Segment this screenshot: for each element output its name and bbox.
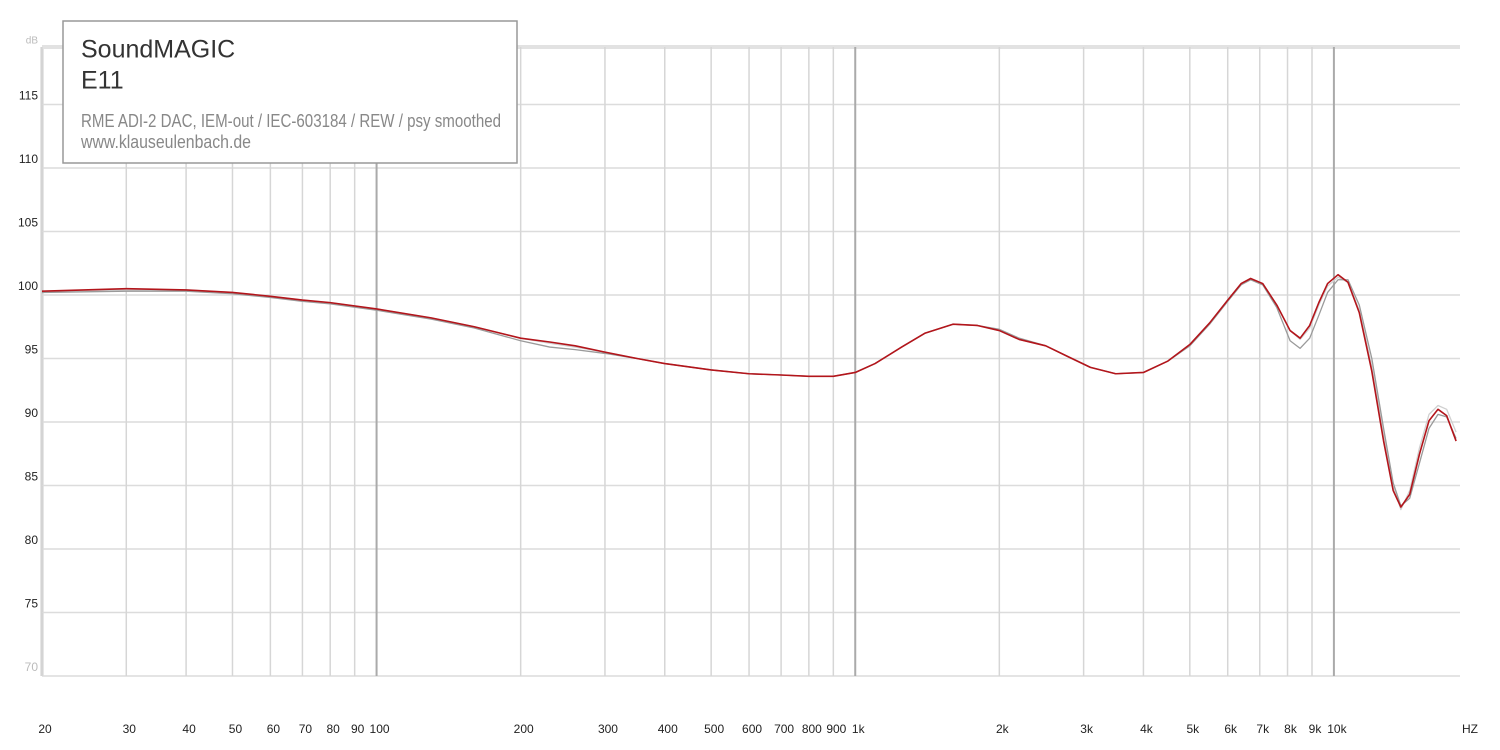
x-tick-label: 1k xyxy=(852,722,866,736)
x-tick-label: 500 xyxy=(704,722,724,736)
y-tick-label: 115 xyxy=(19,89,38,103)
x-tick-label: 80 xyxy=(327,722,341,736)
x-tick-label: 800 xyxy=(802,722,822,736)
info-box-frame xyxy=(62,20,518,164)
x-tick-label: 5k xyxy=(1186,722,1200,736)
y-tick-label: 95 xyxy=(25,343,39,357)
annotation: www.klauseulenbach.de xyxy=(80,132,251,152)
x-tick-label: 60 xyxy=(267,722,281,736)
x-tick-label: 50 xyxy=(229,722,243,736)
x-tick-label: 90 xyxy=(351,722,365,736)
x-tick-label: 100 xyxy=(370,722,390,736)
labels: 70 75 80 85 90 95 100 105 110 115 20 30 40 50 60 70 80 90… xyxy=(18,36,1478,737)
x-tick-label: 70 xyxy=(299,722,313,736)
x-tick-label: 3k xyxy=(1080,722,1094,736)
x-tick-label: 2k xyxy=(996,722,1010,736)
x-tick-label: 6k xyxy=(1224,722,1238,736)
title: SoundMAGIC xyxy=(81,36,235,64)
y-tick-label: 105 xyxy=(18,216,38,230)
x-tick-label: 8k xyxy=(1284,722,1298,736)
annotation: RME ADI-2 DAC, IEM-out / IEC-603184 / RE… xyxy=(81,111,501,131)
x-tick-label: 300 xyxy=(598,722,618,736)
subtitle: E11 xyxy=(81,67,124,95)
x-tick-label: 20 xyxy=(38,722,52,736)
x-tick-label: 7k xyxy=(1256,722,1270,736)
lines xyxy=(41,273,1457,511)
x-tick-label: 900 xyxy=(826,722,846,736)
y-axis-label: dB xyxy=(26,36,39,47)
x-tick-label: 40 xyxy=(182,722,196,736)
x-tick-label: 4k xyxy=(1140,722,1154,736)
y-tick-label: 70 xyxy=(25,660,39,674)
y-tick-label: 80 xyxy=(25,533,39,547)
info-box: SoundMAGIC E11 RME ADI-2 DAC, IEM-out / … xyxy=(62,20,518,164)
y-tick-label: 100 xyxy=(18,279,38,293)
x-tick-label: 600 xyxy=(742,722,762,736)
x-axis-label: HZ xyxy=(1462,722,1478,736)
x-tick-label: 10k xyxy=(1327,722,1347,736)
x-tick-label: 9k xyxy=(1309,722,1323,736)
y-tick-label: 85 xyxy=(25,470,39,484)
x-tick-label: 200 xyxy=(514,722,534,736)
x-tick-label: 30 xyxy=(123,722,137,736)
series-line xyxy=(41,273,1457,508)
y-tick-label: 75 xyxy=(25,597,39,611)
x-tick-label: 700 xyxy=(774,722,794,736)
x-tick-label: 400 xyxy=(658,722,678,736)
y-tick-label: 90 xyxy=(25,406,39,420)
y-tick-label: 110 xyxy=(19,152,38,166)
grid xyxy=(40,45,1460,677)
